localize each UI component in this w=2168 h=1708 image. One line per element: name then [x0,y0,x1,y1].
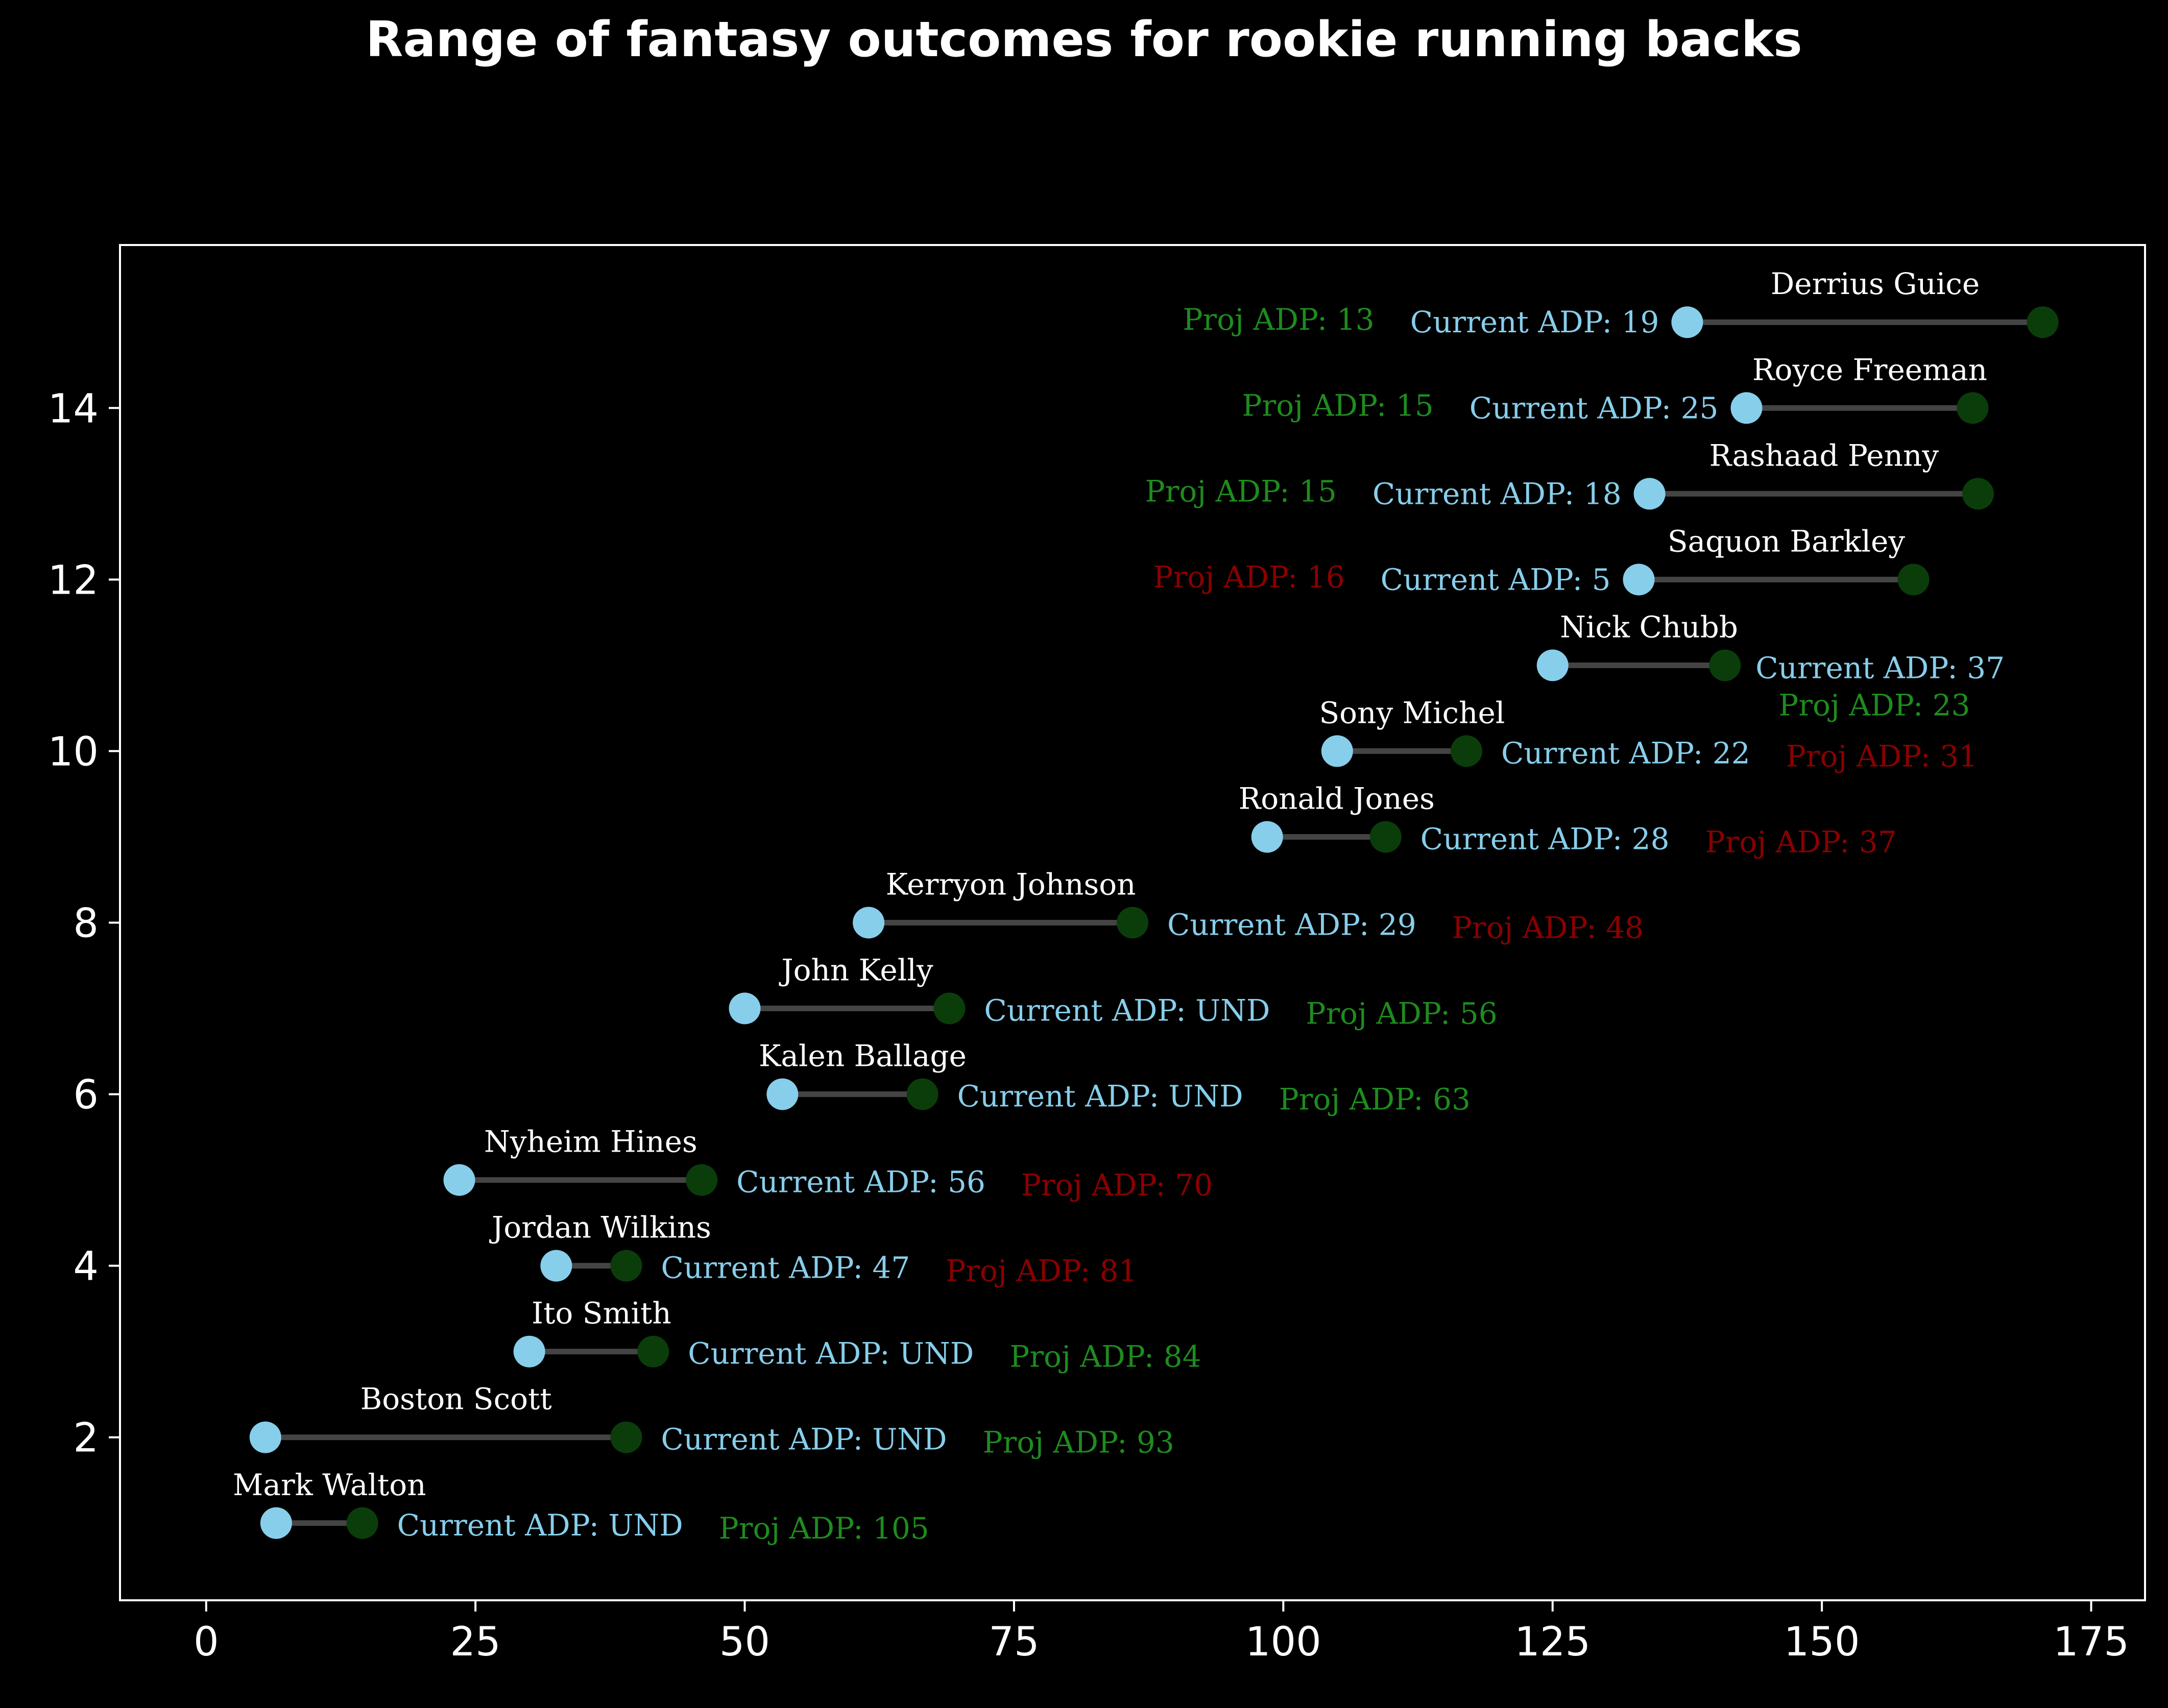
projected-marker [1117,907,1148,939]
current-adp-label: Current ADP: UND [661,1422,947,1457]
current-marker [1671,306,1703,338]
proj-adp-label: Proj ADP: 23 [1778,688,1970,722]
current-adp-label: Current ADP: 18 [1372,476,1622,511]
y-tick-label: 2 [73,1416,99,1461]
current-adp-label: Current ADP: 29 [1167,908,1416,942]
markers [249,306,2059,1539]
current-adp-label: Current ADP: UND [984,993,1270,1028]
proj-adp-label: Proj ADP: 93 [983,1425,1174,1460]
projected-marker [1897,564,1930,596]
projected-marker [1369,821,1402,853]
proj-adp-label: Proj ADP: 105 [719,1511,929,1546]
current-marker [540,1250,572,1282]
x-tick-label: 75 [989,1619,1039,1665]
current-marker [249,1421,281,1453]
proj-adp-label: Proj ADP: 48 [1452,911,1644,945]
chart-title: Range of fantasy outcomes for rookie run… [366,12,1802,68]
current-marker [513,1335,545,1368]
y-tick-label: 6 [73,1072,99,1118]
current-adp-label: Current ADP: 19 [1410,305,1659,339]
player-name-label: Kerryon Johnson [886,867,1136,902]
current-marker [260,1507,292,1539]
projected-marker [686,1164,718,1196]
current-marker [853,907,885,939]
projected-marker [933,992,966,1024]
projected-marker [637,1335,669,1368]
projected-marker [610,1421,642,1453]
x-tick-label: 25 [450,1619,501,1665]
proj-adp-label: Proj ADP: 15 [1145,474,1337,508]
labels: Mark Walton Current ADP: UND Proj ADP: 105… [233,266,2005,1546]
current-marker [1321,735,1353,767]
proj-adp-label: Proj ADP: 37 [1705,824,1896,859]
proj-adp-label: Proj ADP: 63 [1279,1082,1471,1117]
y-tick-label: 14 [48,386,99,432]
proj-adp-label: Proj ADP: 56 [1306,996,1497,1031]
player-name-label: Kalen Ballage [759,1039,967,1073]
x-tick-label: 125 [1514,1619,1591,1665]
proj-adp-label: Proj ADP: 13 [1183,302,1374,337]
current-marker [1633,478,1666,510]
player-name-label: John Kelly [779,953,933,988]
proj-adp-label: Proj ADP: 70 [1021,1168,1213,1203]
current-adp-label: Current ADP: 22 [1501,736,1750,770]
proj-adp-label: Proj ADP: 81 [946,1254,1137,1288]
player-name-label: Sony Michel [1319,695,1505,730]
current-marker [729,992,761,1024]
current-adp-label: Current ADP: UND [397,1508,683,1543]
current-adp-label: Current ADP: UND [688,1336,974,1371]
projected-marker [906,1078,938,1110]
current-marker [1730,392,1763,424]
y-tick-label: 8 [73,901,99,947]
x-tick-label: 175 [2053,1619,2129,1665]
projected-marker [1957,392,1989,424]
player-name-label: Boston Scott [360,1382,552,1417]
current-adp-label: Current ADP: 37 [1755,650,2005,685]
projected-marker [1709,649,1741,681]
x-axis: 0 25 50 75 100 125 150 175 [194,1600,2129,1665]
player-name-label: Jordan Wilkins [489,1210,711,1245]
y-tick-label: 4 [73,1244,99,1290]
x-tick-label: 0 [194,1619,219,1665]
projected-marker [2027,306,2059,338]
y-tick-label: 12 [48,557,99,603]
y-axis: 2 4 6 8 10 12 14 [48,386,120,1461]
current-adp-label: Current ADP: 28 [1420,821,1670,856]
current-adp-label: Current ADP: 47 [661,1251,910,1285]
current-marker [1536,649,1569,681]
proj-adp-label: Proj ADP: 84 [1009,1339,1201,1374]
proj-adp-label: Proj ADP: 15 [1242,388,1434,423]
player-name-label: Derrius Guice [1771,266,1980,301]
projected-marker [610,1250,642,1282]
player-name-label: Ito Smith [532,1296,671,1331]
current-marker [1251,821,1283,853]
current-adp-label: Current ADP: UND [957,1079,1243,1114]
player-name-label: Nick Chubb [1560,609,1738,644]
range-lines [265,319,2043,1526]
current-adp-label: Current ADP: 25 [1470,391,1719,425]
x-tick-label: 150 [1784,1619,1860,1665]
x-tick-label: 50 [719,1619,770,1665]
player-name-label: Ronald Jones [1239,781,1435,816]
player-name-label: Saquon Barkley [1668,524,1905,558]
current-marker [443,1164,475,1196]
x-tick-label: 100 [1245,1619,1321,1665]
current-marker [1623,564,1655,596]
projected-marker [1450,735,1482,767]
projected-marker [1962,478,1994,510]
y-tick-label: 10 [48,729,99,775]
player-name-label: Rashaad Penny [1709,438,1939,473]
current-marker [766,1078,799,1110]
current-adp-label: Current ADP: 5 [1381,562,1611,597]
current-adp-label: Current ADP: 56 [736,1165,985,1200]
projected-marker [346,1507,378,1539]
proj-adp-label: Proj ADP: 16 [1153,559,1344,594]
proj-adp-label: Proj ADP: 31 [1786,739,1978,773]
player-name-label: Royce Freeman [1752,352,1987,387]
player-name-label: Mark Walton [233,1468,426,1502]
player-name-label: Nyheim Hines [484,1125,697,1159]
